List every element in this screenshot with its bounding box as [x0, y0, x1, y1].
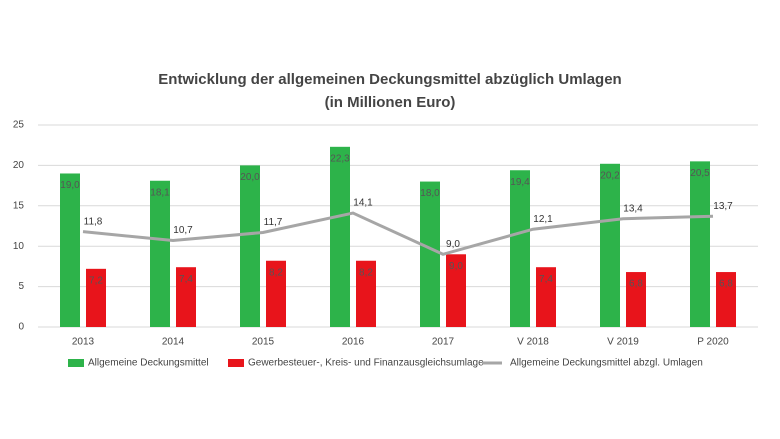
- value-label: 10,7: [173, 225, 193, 236]
- value-label: 9,0: [446, 239, 460, 250]
- y-tick-label: 0: [18, 322, 24, 333]
- value-label: 6,8: [719, 279, 733, 290]
- value-label: 7,4: [179, 274, 193, 285]
- value-label: 14,1: [353, 198, 373, 209]
- y-tick-label: 10: [13, 241, 25, 252]
- value-label: 20,0: [240, 172, 260, 183]
- value-label: 11,7: [264, 217, 283, 228]
- value-label: 20,5: [690, 168, 710, 179]
- bar: [330, 146, 350, 327]
- value-label: 8,2: [359, 267, 373, 278]
- chart-subtitle: (in Millionen Euro): [325, 94, 456, 111]
- value-label: 18,0: [420, 188, 440, 199]
- legend-label: Allgemeine Deckungsmittel abzgl. Umlagen: [510, 358, 703, 369]
- x-tick-label: V 2019: [607, 337, 639, 348]
- value-label: 18,1: [150, 187, 170, 198]
- value-label: 8,2: [269, 267, 283, 278]
- bar: [510, 170, 530, 327]
- bar: [716, 272, 736, 327]
- value-label: 7,4: [539, 274, 553, 285]
- value-label: 20,2: [600, 170, 620, 181]
- x-tick-label: 2017: [432, 337, 455, 348]
- bar: [536, 267, 556, 327]
- legend-label: Allgemeine Deckungsmittel: [88, 358, 209, 369]
- bar: [420, 181, 440, 327]
- bar: [266, 260, 286, 327]
- value-label: 7,2: [89, 275, 103, 286]
- legend-swatch: [68, 359, 84, 367]
- x-tick-label: 2014: [162, 337, 185, 348]
- value-label: 11,8: [84, 216, 103, 227]
- y-tick-label: 5: [18, 281, 24, 292]
- legend-swatch: [228, 359, 244, 367]
- bar: [240, 165, 260, 327]
- value-label: 9,0: [449, 261, 463, 272]
- x-tick-label: P 2020: [697, 337, 729, 348]
- value-label: 6,8: [629, 279, 643, 290]
- x-tick-label: 2013: [72, 337, 95, 348]
- bar: [150, 180, 170, 327]
- legend-label: Gewerbesteuer-, Kreis- und Finanzausglei…: [248, 358, 484, 369]
- bar: [446, 254, 466, 327]
- x-tick-label: 2016: [342, 337, 365, 348]
- value-label: 19,0: [60, 180, 80, 191]
- bar: [356, 260, 376, 327]
- bar: [690, 161, 710, 327]
- y-tick-label: 25: [13, 120, 25, 131]
- bar: [626, 272, 646, 327]
- chart-title: Entwicklung der allgemeinen Deckungsmitt…: [158, 71, 621, 88]
- x-tick-label: 2015: [252, 337, 275, 348]
- x-tick-label: V 2018: [517, 337, 549, 348]
- y-tick-label: 20: [13, 160, 25, 171]
- value-label: 22,3: [330, 153, 350, 164]
- bar: [60, 173, 80, 327]
- value-label: 19,4: [510, 177, 530, 188]
- value-label: 13,7: [713, 201, 733, 212]
- bar: [600, 163, 620, 327]
- value-label: 12,1: [533, 214, 553, 225]
- y-tick-label: 15: [13, 200, 25, 211]
- bar: [86, 268, 106, 327]
- line: [82, 211, 714, 256]
- bar: [176, 267, 196, 327]
- value-label: 13,4: [623, 203, 643, 214]
